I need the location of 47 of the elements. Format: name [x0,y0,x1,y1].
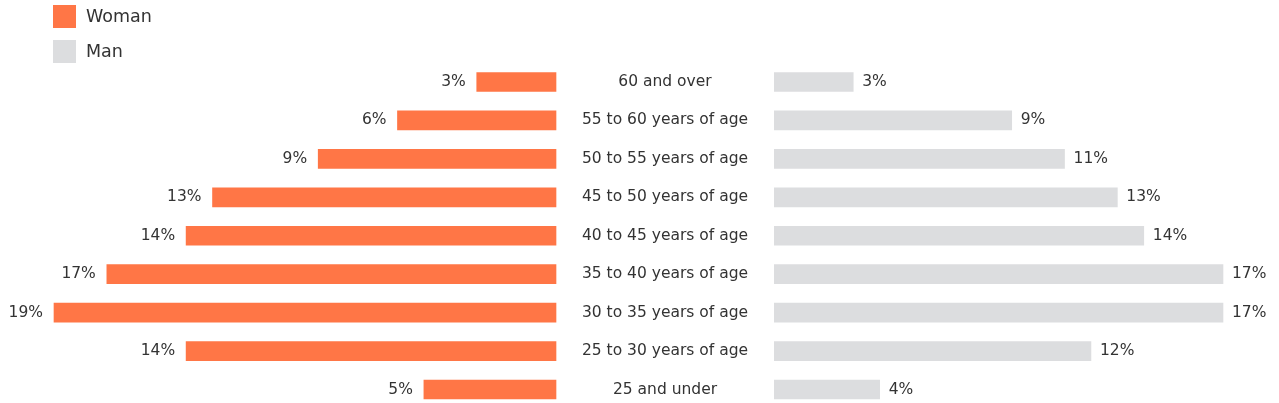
y-tick-label: 30 to 35 years of age [581,302,749,321]
bar [317,149,557,169]
data-label: 4% [888,379,914,398]
data-label: 17% [61,264,96,283]
y-tick-label: 45 to 50 years of age [581,187,749,206]
bar [773,302,1224,323]
bar [106,264,557,285]
bar [773,110,1012,131]
bar [773,149,1065,169]
data-label: 11% [1073,148,1108,167]
bar [53,302,557,323]
data-label: 9% [1020,110,1046,129]
y-tick-label: 25 and under [612,379,718,398]
bar [185,225,557,246]
y-tick-label: 35 to 40 years of age [581,264,749,283]
bar [773,225,1144,246]
data-label: 13% [1126,187,1161,206]
data-label: 12% [1099,341,1135,360]
data-label: 19% [8,302,43,321]
bar [212,187,557,208]
bar [397,110,557,131]
data-label: 6% [361,110,387,129]
data-label: 17% [1231,264,1267,283]
bar [185,341,557,361]
data-label: 9% [282,148,308,167]
legend-label: Man [86,40,123,63]
bar [773,72,854,92]
bar [773,341,1092,361]
y-tick-label: 55 to 60 years of age [581,110,749,129]
data-label: 3% [441,72,466,91]
data-label: 17% [1231,302,1267,321]
data-label: 14% [140,341,176,360]
bar [476,72,557,92]
data-label: 14% [1152,225,1188,244]
bar [773,187,1118,208]
bar [423,379,557,400]
data-label: 14% [140,225,176,244]
y-tick-label: 40 to 45 years of age [581,225,749,244]
bar [773,264,1224,285]
bar [773,379,880,400]
legend-label: Woman [86,5,152,28]
data-label: 13% [167,187,202,206]
data-label: 5% [388,379,413,398]
data-label: 3% [862,72,887,91]
y-tick-label: 25 to 30 years of age [581,341,749,360]
y-tick-label: 60 and over [618,72,713,91]
y-tick-label: 50 to 55 years of age [581,148,749,167]
